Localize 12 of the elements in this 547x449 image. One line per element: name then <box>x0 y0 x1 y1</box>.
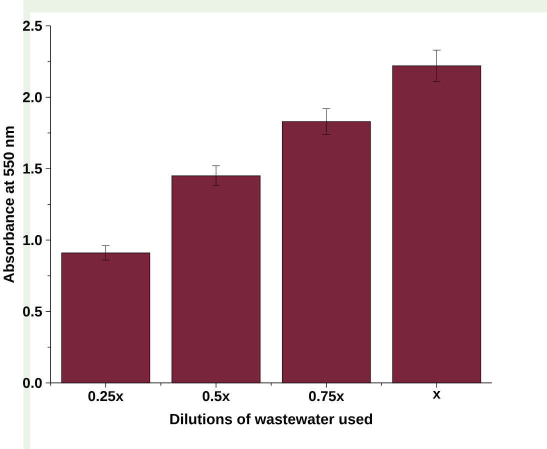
x-tick-label: 0.75x <box>309 391 344 402</box>
y-tick-label: 0.5 <box>23 306 42 317</box>
y-tick-label: 1.5 <box>23 164 42 174</box>
y-tick-label: 2.0 <box>22 92 42 102</box>
x-tick-label: x <box>432 391 441 399</box>
x-axis-title: Dilutions of wastewater used <box>170 413 372 424</box>
x-tick-label: 0.5x <box>202 391 230 402</box>
y-tick-label: 1.0 <box>23 235 42 246</box>
y-tick-label: 0.0 <box>23 378 42 388</box>
y-axis-title: Absorbance at 550 nm <box>3 126 14 283</box>
y-tick-label: 2.5 <box>22 20 42 31</box>
x-tick-label: 0.25x <box>88 391 124 402</box>
